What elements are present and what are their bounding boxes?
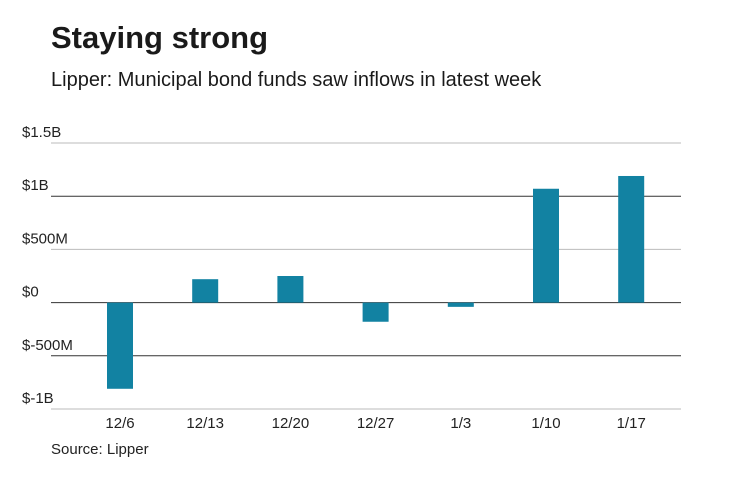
chart-subtitle: Lipper: Municipal bond funds saw inflows… [51, 69, 542, 91]
x-tick-label: 1/17 [617, 415, 646, 432]
x-tick-label: 12/13 [186, 415, 224, 432]
bar-12-13 [192, 279, 219, 303]
y-tick-label: $-1B [22, 390, 54, 407]
y-tick-label: $500M [22, 230, 68, 247]
y-tick-label: $1.5B [22, 124, 61, 141]
y-axis-tick-labels: $1.5B $1B $500M $0 $-500M $-1B [22, 124, 73, 407]
y-tick-label: $0 [22, 284, 39, 301]
source-note: Source: Lipper [51, 441, 149, 458]
bar-1-17 [618, 175, 645, 303]
x-axis-tick-labels: 12/6 12/13 12/20 12/27 1/3 1/10 1/17 [105, 415, 645, 432]
bars [107, 175, 645, 389]
bar-1-10 [533, 188, 559, 303]
bar-1-3 [447, 302, 474, 307]
x-tick-label: 12/27 [357, 415, 395, 432]
chart-title: Staying strong [51, 20, 269, 55]
bar-12-27 [362, 302, 389, 322]
bar-12-20 [277, 276, 304, 303]
x-tick-label: 12/20 [272, 415, 310, 432]
x-tick-label: 1/3 [450, 415, 471, 432]
x-tick-label: 12/6 [105, 415, 134, 432]
y-tick-label: $1B [22, 177, 49, 194]
x-tick-label: 1/10 [531, 415, 560, 432]
y-tick-label: $-500M [22, 337, 73, 354]
gridlines [51, 142, 681, 410]
bar-12-6 [107, 302, 133, 389]
